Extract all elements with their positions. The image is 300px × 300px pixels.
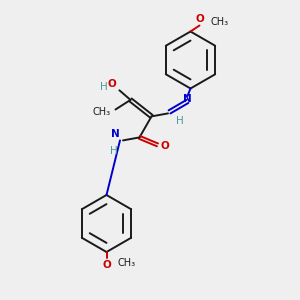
- Text: CH₃: CH₃: [117, 257, 135, 268]
- Text: N: N: [111, 129, 120, 139]
- Text: O: O: [195, 14, 204, 24]
- Text: CH₃: CH₃: [210, 16, 228, 27]
- Text: H: H: [110, 146, 118, 156]
- Text: H: H: [176, 116, 183, 126]
- Text: O: O: [102, 260, 111, 269]
- Text: N: N: [183, 94, 192, 104]
- Text: CH₃: CH₃: [93, 107, 111, 117]
- Text: O: O: [108, 79, 116, 89]
- Text: O: O: [160, 141, 169, 152]
- Text: H: H: [100, 82, 107, 92]
